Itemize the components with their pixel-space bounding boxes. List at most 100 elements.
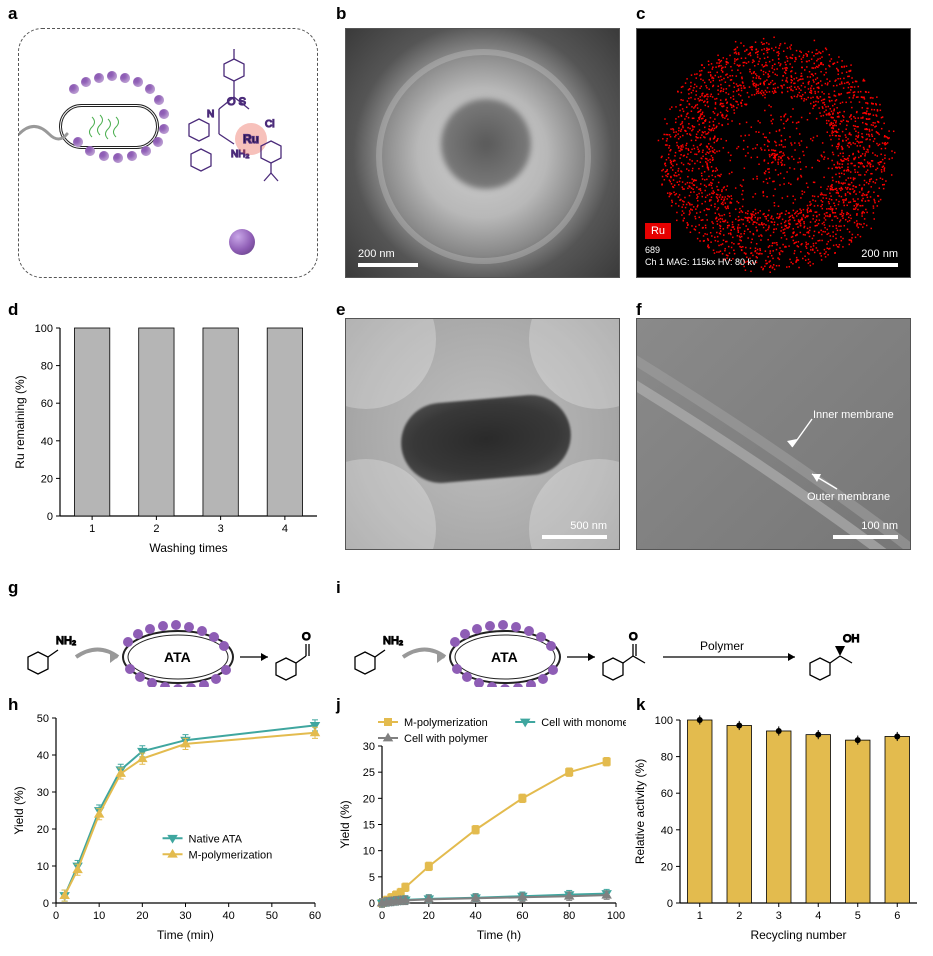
panel-a-schematic: O S N NH₂ Ru Cl (18, 28, 318, 278)
svg-text:30: 30 (179, 910, 191, 922)
svg-text:0: 0 (369, 898, 375, 910)
svg-text:5: 5 (369, 872, 375, 884)
svg-text:N: N (207, 109, 214, 120)
figure-root: a b c d e f g h i j k (0, 0, 933, 956)
panel-a-bead-icon (229, 229, 255, 255)
panel-c-label: c (636, 4, 645, 24)
svg-text:Washing times: Washing times (149, 541, 227, 555)
svg-text:80: 80 (563, 910, 575, 922)
svg-text:M-polymerization: M-polymerization (404, 717, 488, 729)
svg-text:60: 60 (661, 788, 673, 800)
svg-text:50: 50 (37, 713, 49, 725)
panel-e-label: e (336, 300, 345, 320)
panel-g-scheme: NH₂ ATA O (18, 592, 318, 687)
svg-text:10: 10 (93, 910, 105, 922)
svg-text:Cell with monomer: Cell with monomer (541, 717, 626, 729)
panel-c-caption1: 689 (645, 245, 660, 255)
svg-text:2: 2 (736, 910, 742, 922)
svg-text:NH₂: NH₂ (383, 635, 403, 647)
svg-text:40: 40 (661, 825, 673, 837)
svg-text:Ru: Ru (243, 132, 259, 146)
svg-text:Cl: Cl (265, 119, 274, 130)
svg-text:40: 40 (37, 750, 49, 762)
svg-text:100: 100 (35, 323, 53, 335)
panel-i-scheme: NH₂ ATA O Polymer (345, 592, 915, 687)
svg-text:NH₂: NH₂ (56, 635, 76, 647)
panel-g-label: g (8, 578, 18, 598)
panel-f-outer-label: Outer membrane (807, 491, 890, 503)
svg-text:30: 30 (363, 741, 375, 753)
svg-text:40: 40 (223, 910, 235, 922)
svg-text:20: 20 (41, 473, 53, 485)
svg-text:O: O (302, 631, 311, 643)
panel-b-micrograph: 200 nm (345, 28, 620, 278)
svg-text:20: 20 (661, 861, 673, 873)
panel-d-chart: 0 20 40 60 80 100 1 2 3 4 Washing times Ru remainin… (10, 318, 325, 558)
svg-text:20: 20 (37, 824, 49, 836)
svg-text:O S: O S (227, 96, 246, 108)
svg-text:M-polymerization: M-polymerization (189, 849, 273, 861)
svg-text:Polymer: Polymer (700, 639, 744, 653)
panel-d-label: d (8, 300, 18, 320)
panel-a-molecule: O S N NH₂ Ru Cl (179, 49, 309, 259)
svg-text:5: 5 (855, 910, 861, 922)
svg-text:2: 2 (153, 523, 159, 535)
svg-text:Yield (%): Yield (%) (12, 786, 26, 834)
svg-text:20: 20 (423, 910, 435, 922)
svg-text:Yield (%): Yield (%) (338, 800, 352, 848)
svg-text:0: 0 (667, 898, 673, 910)
panel-f-scalebar-label: 100 nm (861, 520, 898, 532)
svg-text:60: 60 (41, 398, 53, 410)
svg-text:30: 30 (37, 787, 49, 799)
svg-text:25: 25 (363, 767, 375, 779)
svg-text:Relative activity (%): Relative activity (%) (633, 759, 647, 864)
svg-text:Time (min): Time (min) (157, 928, 214, 942)
svg-text:3: 3 (776, 910, 782, 922)
svg-text:3: 3 (218, 523, 224, 535)
panel-b-label: b (336, 4, 346, 24)
panel-f-micrograph: Inner membrane Outer membrane 100 nm (636, 318, 911, 550)
svg-text:6: 6 (894, 910, 900, 922)
panel-e-micrograph: 500 nm (345, 318, 620, 550)
panel-f-label: f (636, 300, 642, 320)
svg-text:80: 80 (41, 361, 53, 373)
panel-k-chart: 020406080100123456Recycling numberRelati… (630, 710, 925, 945)
svg-text:100: 100 (607, 910, 625, 922)
panel-c-scalebar-label: 200 nm (861, 248, 898, 260)
svg-text:10: 10 (363, 846, 375, 858)
panel-a-label: a (8, 4, 17, 24)
svg-text:ATA: ATA (164, 649, 191, 665)
svg-text:40: 40 (469, 910, 481, 922)
panel-b-scalebar-label: 200 nm (358, 248, 395, 260)
svg-text:Recycling number: Recycling number (750, 928, 846, 942)
svg-text:0: 0 (43, 898, 49, 910)
svg-text:Ru remaining (%): Ru remaining (%) (13, 375, 27, 468)
panel-i-label: i (336, 578, 341, 598)
svg-text:15: 15 (363, 820, 375, 832)
svg-text:Cell with polymer: Cell with polymer (404, 733, 488, 745)
svg-text:ATA: ATA (491, 649, 518, 665)
svg-text:40: 40 (41, 436, 53, 448)
svg-text:O: O (629, 631, 638, 643)
panel-c-element-tag: Ru (645, 223, 671, 239)
panel-j-chart: 051015202530020406080100Time (h)Yield (%… (336, 710, 626, 945)
svg-text:0: 0 (379, 910, 385, 922)
svg-text:60: 60 (516, 910, 528, 922)
panel-h-chart: 010203040500102030405060Time (min)Yield … (10, 710, 325, 945)
svg-text:4: 4 (282, 523, 288, 535)
svg-text:10: 10 (37, 861, 49, 873)
panel-c-map: Ru 689 Ch 1 MAG: 115kx HV: 80 kv 200 nm (636, 28, 911, 278)
panel-e-scalebar-label: 500 nm (570, 520, 607, 532)
svg-text:100: 100 (655, 715, 673, 727)
svg-text:OH: OH (843, 633, 860, 645)
svg-text:0: 0 (47, 511, 53, 523)
svg-text:50: 50 (266, 910, 278, 922)
svg-text:Native ATA: Native ATA (189, 833, 243, 845)
svg-text:60: 60 (309, 910, 321, 922)
svg-text:1: 1 (89, 523, 95, 535)
svg-text:4: 4 (815, 910, 821, 922)
panel-f-inner-label: Inner membrane (813, 409, 894, 421)
svg-text:Time (h): Time (h) (477, 928, 521, 942)
svg-text:1: 1 (697, 910, 703, 922)
panel-c-caption2: Ch 1 MAG: 115kx HV: 80 kv (645, 257, 757, 267)
